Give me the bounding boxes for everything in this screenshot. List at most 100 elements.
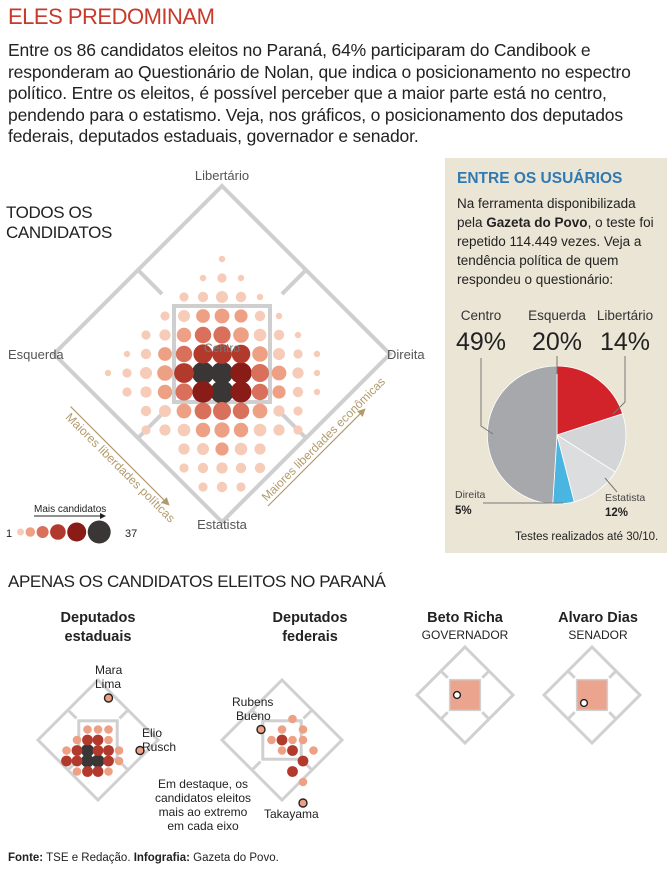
data-bubble: [213, 402, 231, 420]
data-bubble: [215, 442, 229, 456]
small-data-bubble: [114, 756, 124, 766]
data-bubble: [212, 344, 232, 364]
data-bubble: [253, 328, 267, 342]
data-bubble: [160, 311, 170, 321]
axis-label-center: Centro: [204, 341, 240, 355]
data-bubble: [104, 369, 112, 377]
small-data-bubble: [72, 767, 82, 776]
data-bubble: [231, 344, 251, 364]
data-bubble: [254, 462, 266, 474]
data-bubble: [197, 462, 209, 474]
small-data-bubble: [62, 746, 71, 755]
legend-bubble: [17, 528, 24, 536]
data-bubble: [174, 363, 194, 383]
data-bubble: [194, 326, 212, 344]
data-bubble: [123, 350, 131, 358]
data-bubble: [292, 386, 304, 398]
data-bubble: [197, 291, 209, 303]
right-arrow-head: [357, 408, 366, 417]
data-bubble: [141, 330, 151, 340]
small-data-bubble: [103, 755, 114, 767]
small-frame-divider: [250, 760, 262, 772]
left-arrow-line: [70, 406, 165, 501]
data-bubble: [253, 423, 267, 437]
data-bubble: [256, 293, 264, 301]
data-bubble: [236, 482, 246, 492]
small-diamond-frame: [541, 644, 643, 746]
data-bubble: [313, 350, 321, 358]
axis-label-top: Libertário: [195, 168, 249, 183]
sidebar-title: ENTRE OS USUÁRIOS: [457, 170, 623, 187]
frame-divider: [136, 268, 164, 296]
highlight-bubble: [135, 745, 145, 756]
data-bubble: [235, 462, 247, 474]
small-frame-divider: [439, 711, 449, 721]
highlight-name-rubens: Rubens: [232, 695, 273, 709]
data-bubble: [140, 348, 152, 360]
small-chart-title-estaduais: Deputados: [61, 610, 136, 626]
data-bubble: [294, 331, 302, 339]
legend-bubble: [50, 524, 66, 540]
legend-bubble: [87, 520, 111, 544]
sidebar-text-bold: Gazeta do Povo: [486, 215, 588, 230]
highlight-note-line: candidatos eleitos: [155, 791, 251, 805]
footer-info-value: Gazeta do Povo.: [189, 852, 279, 864]
page-title: ELES PREDOMINAM: [8, 4, 215, 29]
chart-title-line1: TODOS OS: [6, 203, 92, 222]
footer-fonte-value: TSE e Redação.: [43, 852, 134, 864]
data-bubble: [198, 482, 208, 492]
legend-min: 1: [6, 528, 12, 540]
pie-slice-libertário: [556, 413, 627, 473]
small-data-bubble: [276, 734, 288, 746]
small-data-bubble: [277, 725, 287, 734]
highlight-name-rusch: Rusch: [142, 740, 176, 754]
footer-fonte-label: Fonte:: [8, 852, 44, 864]
pie-slice-centro: [486, 365, 558, 505]
small-chart-title-governador: Beto Richa: [427, 610, 504, 626]
small-data-bubble: [82, 734, 93, 746]
data-bubble: [218, 255, 226, 263]
axis-label-right: Direita: [387, 347, 425, 362]
small-data-bubble: [104, 767, 113, 776]
pie-label-direita: Direita: [455, 489, 486, 501]
small-data-bubble: [103, 745, 114, 756]
highlight-name-elio: Elio: [142, 726, 162, 740]
small-data-bubble: [297, 755, 309, 767]
data-bubble: [233, 327, 249, 343]
highlight-note-line: mais ao extremo: [159, 805, 248, 819]
data-bubble: [235, 291, 247, 303]
small-frame-divider: [608, 711, 618, 721]
axis-label-bottom: Estatista: [197, 517, 248, 532]
data-bubble: [272, 385, 286, 399]
data-bubble: [230, 362, 252, 384]
data-bubble: [157, 365, 173, 381]
data-bubble: [191, 361, 215, 385]
data-bubble: [254, 310, 266, 322]
highlight-bubble: [298, 798, 308, 808]
data-bubble: [214, 308, 230, 324]
small-diamond-frame: [219, 677, 345, 803]
small-data-bubble: [309, 746, 318, 755]
small-diamond-frame: [35, 677, 161, 803]
pie-value-libertário: 14%: [600, 328, 650, 356]
legend-max: 37: [125, 528, 137, 540]
highlight-bubble: [103, 693, 114, 703]
pie-slice-esquerda: [556, 365, 624, 436]
small-data-bubble: [92, 766, 104, 777]
small-data-bubble: [83, 725, 92, 734]
small-chart-estaduais: Deputados estaduais: [35, 610, 161, 803]
data-bubble: [273, 424, 285, 436]
small-data-bubble: [298, 777, 308, 787]
diamond-frame: [51, 183, 393, 525]
small-data-bubble: [288, 714, 297, 724]
data-bubble: [237, 274, 245, 282]
data-bubble: [159, 424, 171, 436]
data-bubble: [251, 364, 269, 382]
data-bubble: [122, 387, 132, 397]
data-bubble: [216, 481, 228, 493]
small-diamond-frame: [414, 644, 516, 746]
small-frame-divider: [608, 669, 618, 679]
data-bubble: [178, 310, 190, 322]
highlight-bubble: [256, 724, 266, 735]
legend-bubble: [67, 522, 87, 542]
